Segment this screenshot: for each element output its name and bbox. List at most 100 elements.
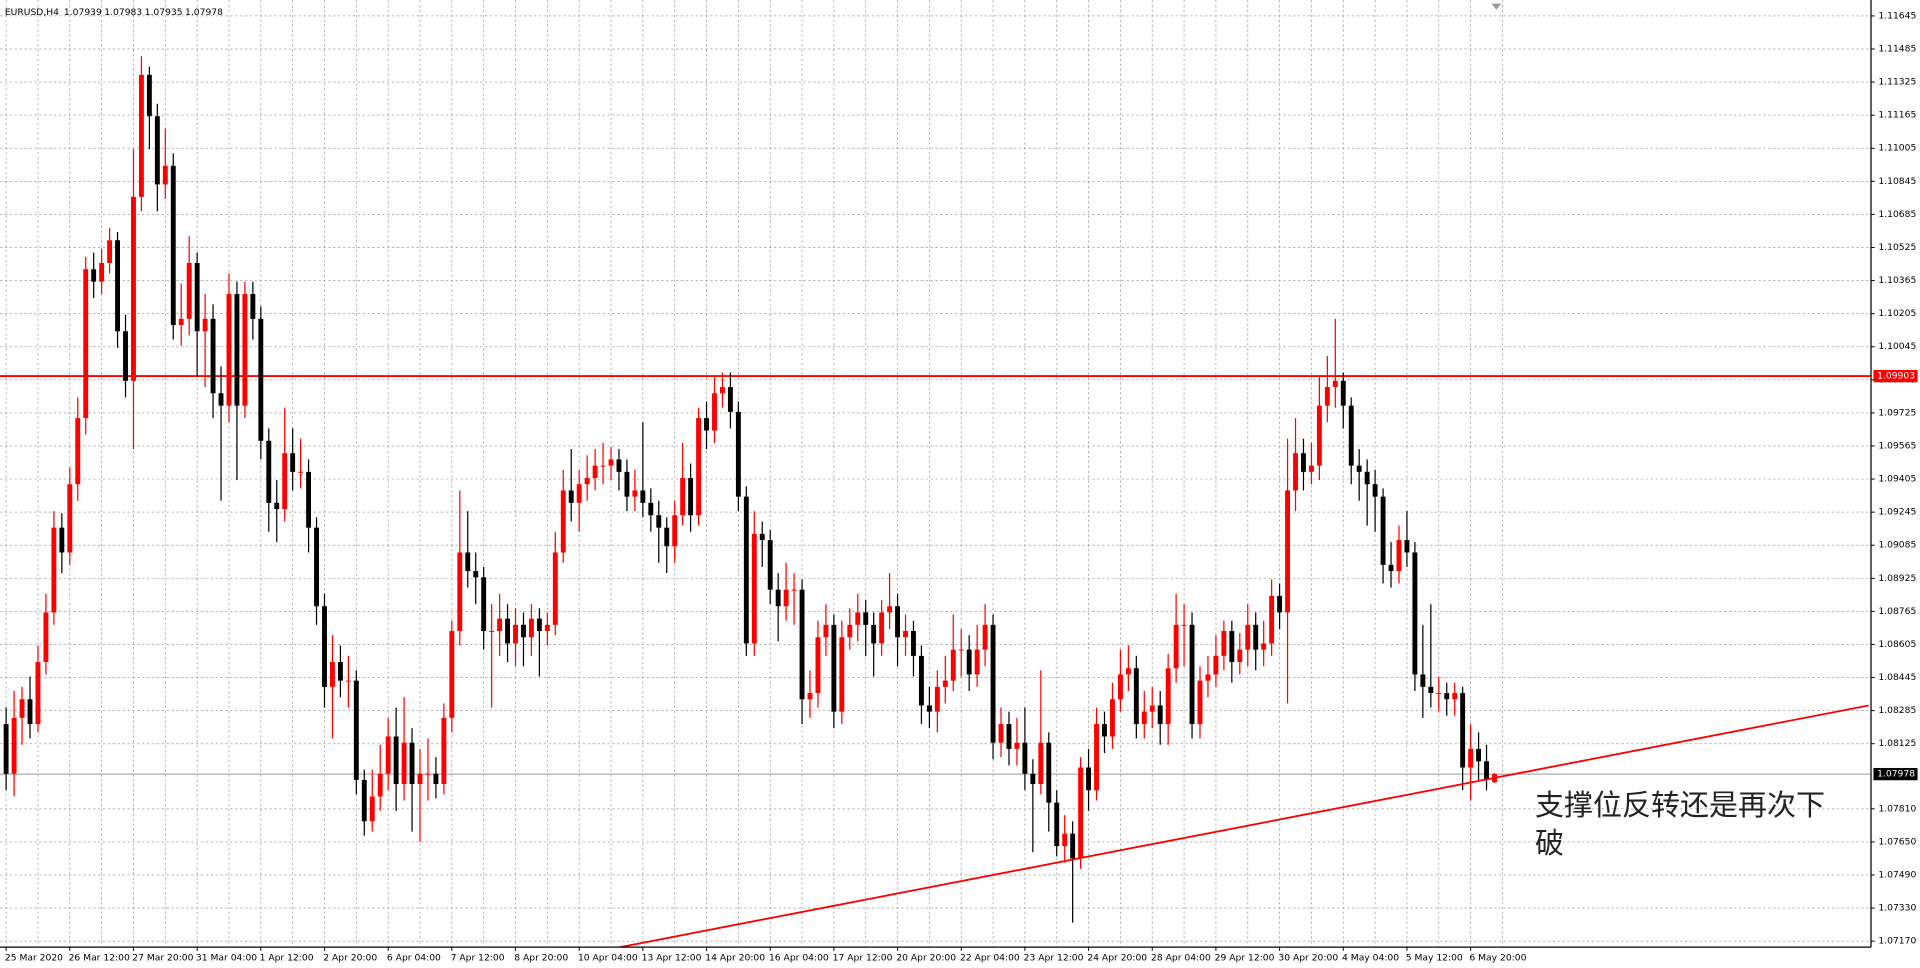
candle-body bbox=[823, 624, 829, 638]
y-tick-label: 1.10205 bbox=[1878, 308, 1916, 319]
y-tick-label: 1.11005 bbox=[1878, 143, 1916, 154]
candle-body bbox=[361, 779, 367, 822]
candle-body bbox=[1110, 699, 1115, 737]
candle-body bbox=[1460, 693, 1466, 768]
candle-body bbox=[521, 624, 526, 638]
x-tick-label: 26 Mar 12:00 bbox=[69, 953, 130, 964]
y-tick-label: 1.10365 bbox=[1878, 275, 1916, 286]
candle-body bbox=[847, 624, 853, 638]
candle-body bbox=[775, 589, 781, 607]
candle-body bbox=[1181, 624, 1187, 626]
candle-body bbox=[266, 440, 272, 503]
y-tick-label: 1.08285 bbox=[1878, 705, 1916, 716]
candle-body bbox=[131, 196, 136, 381]
candle-body bbox=[895, 606, 900, 638]
trend-line bbox=[618, 704, 1869, 948]
candle-body bbox=[186, 262, 192, 319]
x-tick-label: 6 May 20:00 bbox=[1469, 953, 1526, 964]
candle-body bbox=[1030, 773, 1036, 785]
candle-body bbox=[1237, 649, 1243, 663]
candle-body bbox=[560, 490, 566, 553]
candle-body bbox=[194, 262, 200, 332]
candle-body bbox=[982, 624, 988, 650]
candle-body bbox=[1086, 767, 1092, 791]
candle-body bbox=[1133, 668, 1139, 725]
candle-body bbox=[1197, 680, 1203, 725]
candle-body bbox=[656, 515, 662, 528]
candle-body bbox=[544, 624, 550, 632]
candle-body bbox=[1476, 748, 1482, 762]
candle-body bbox=[1213, 655, 1219, 675]
candle-body bbox=[330, 662, 335, 687]
candle-body bbox=[1285, 490, 1290, 613]
candle-body bbox=[1301, 453, 1306, 472]
x-tick-label: 31 Mar 04:00 bbox=[196, 953, 257, 964]
candle-body bbox=[815, 637, 821, 694]
y-tick-label: 1.10845 bbox=[1878, 176, 1916, 187]
candle-body bbox=[1102, 724, 1107, 737]
candle-body bbox=[1221, 631, 1227, 656]
candle-body bbox=[576, 484, 582, 503]
candle-body bbox=[409, 742, 415, 785]
candle-body bbox=[600, 465, 606, 467]
candle-body bbox=[242, 294, 248, 406]
candle-body bbox=[1356, 465, 1362, 472]
candle-body bbox=[536, 618, 542, 632]
plot bbox=[0, 56, 1872, 948]
x-tick-label: 13 Apr 12:00 bbox=[642, 953, 702, 964]
candle-body bbox=[1046, 742, 1052, 803]
y-tick-label: 1.09405 bbox=[1878, 474, 1916, 485]
candle-body bbox=[735, 411, 741, 497]
candle-body bbox=[306, 471, 312, 528]
candle-body bbox=[863, 612, 869, 625]
current-price-label: 1.07978 bbox=[1877, 769, 1915, 780]
candle-body bbox=[1420, 674, 1426, 687]
candle-body bbox=[417, 773, 423, 785]
candle-body bbox=[608, 459, 614, 466]
candle-body bbox=[648, 502, 654, 516]
candle-body bbox=[1484, 761, 1489, 780]
candle-body bbox=[1412, 552, 1418, 675]
y-tick-label: 1.10525 bbox=[1878, 242, 1916, 253]
candle-body bbox=[369, 796, 375, 822]
candle-body bbox=[1070, 833, 1076, 859]
candle-body bbox=[385, 736, 391, 774]
candle-body bbox=[401, 742, 407, 785]
candle-body bbox=[1245, 624, 1251, 650]
candle-body bbox=[146, 74, 152, 117]
candle-body bbox=[1269, 595, 1275, 644]
x-tick-label: 17 Apr 12:00 bbox=[833, 953, 893, 964]
candle-body bbox=[481, 577, 487, 632]
y-tick-label: 1.07330 bbox=[1878, 903, 1916, 914]
y-tick-label: 1.07810 bbox=[1878, 803, 1916, 814]
candle-body bbox=[998, 724, 1004, 743]
candle-body bbox=[154, 116, 160, 185]
candle-body bbox=[672, 515, 678, 547]
candle-body bbox=[1062, 833, 1068, 847]
candle-body bbox=[1173, 624, 1179, 669]
candle-body bbox=[743, 496, 749, 644]
candle-body bbox=[839, 637, 845, 712]
high-value: 1.07983 bbox=[104, 7, 142, 18]
candle-body bbox=[712, 393, 717, 431]
candle-body bbox=[83, 269, 89, 419]
x-tick-label: 10 Apr 04:00 bbox=[578, 953, 638, 964]
candle-body bbox=[1205, 674, 1211, 681]
candle-body bbox=[1277, 595, 1283, 613]
candle-body bbox=[831, 624, 837, 712]
x-tick-label: 28 Apr 04:00 bbox=[1151, 953, 1211, 964]
candle-body bbox=[465, 552, 471, 572]
candle-body bbox=[489, 631, 495, 633]
x-tick-label: 25 Mar 2020 bbox=[5, 953, 63, 964]
open-value: 1.07939 bbox=[64, 7, 102, 18]
candle-body bbox=[751, 533, 757, 644]
y-tick-label: 1.08605 bbox=[1878, 639, 1916, 650]
y-tick-label: 1.11645 bbox=[1878, 10, 1916, 21]
candle-body bbox=[632, 490, 638, 497]
candle-body bbox=[123, 331, 128, 381]
candle-body bbox=[934, 686, 940, 712]
y-tick-label: 1.08125 bbox=[1878, 738, 1916, 749]
y-tick-label: 1.11325 bbox=[1878, 77, 1916, 88]
candle-body bbox=[759, 533, 765, 541]
x-tick-label: 4 May 04:00 bbox=[1342, 953, 1399, 964]
